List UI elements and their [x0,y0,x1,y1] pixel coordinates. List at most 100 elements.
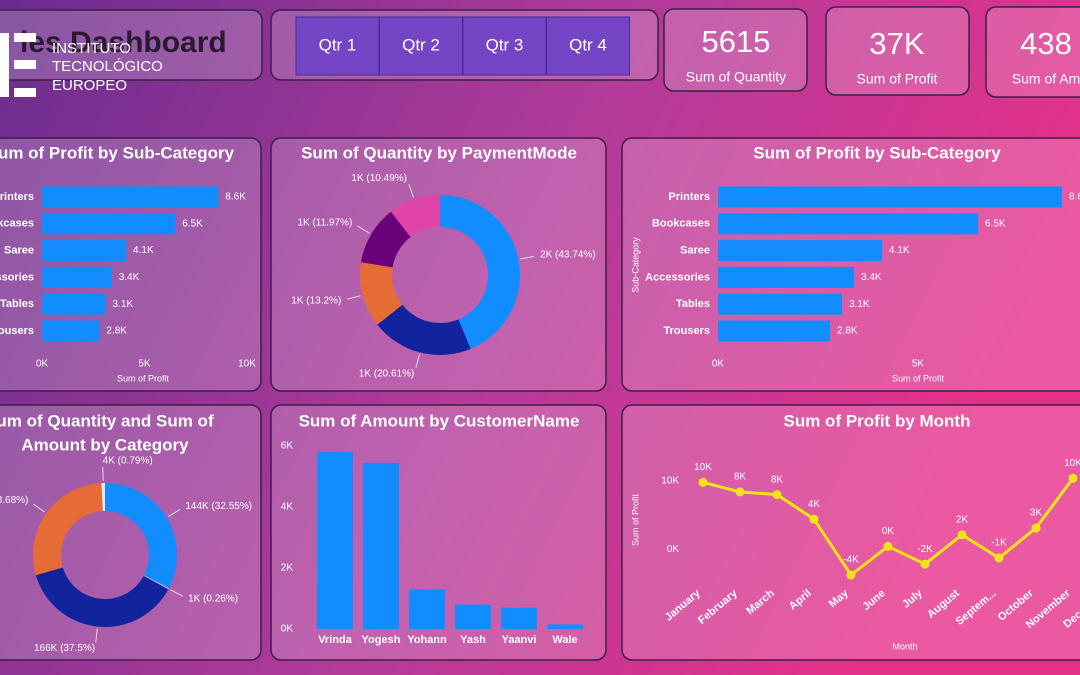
data-label: 1K (10.49%) [351,173,407,184]
y-tick-label: ookcases [0,218,34,230]
dashboard-title: les Dashboard [20,26,227,59]
x-tick-label: 0K [36,359,49,370]
donut-slice [391,195,440,238]
point [920,559,930,569]
y-tick-label: Trousers [664,325,710,337]
data-label: 4.1K [889,245,910,256]
kpi-value: 37K [869,26,924,61]
data-label: 3.1K [849,299,870,310]
data-label: 3.4K [119,272,140,283]
data-label: 1K (13.2%) [291,295,341,306]
point [698,477,708,487]
point [772,490,782,500]
leader-line [95,628,98,643]
slicer-label[interactable]: Qtr 4 [569,35,607,54]
logo-bar [14,88,36,97]
point [846,570,856,580]
panel [270,404,607,661]
donut-slice [440,195,521,349]
donut-slice [361,211,411,268]
bar [42,240,127,262]
x-axis-label: Sum of Profit [892,373,945,383]
bar [547,624,583,629]
y-tick-label: 0K [281,624,294,635]
data-label: 3.4K [861,272,882,283]
bar [718,320,830,342]
bar [42,293,106,315]
slicer-label[interactable]: Qtr 3 [486,35,524,54]
slicer-label[interactable]: Qtr 2 [402,35,440,54]
donut-slice [35,567,169,628]
leader-line [415,354,420,369]
x-tick-label: Yash [460,634,486,646]
kpi-label: Sum of Profit [857,71,938,87]
data-label: 10K [1064,458,1080,469]
x-tick-label: 5K [138,359,151,370]
donut-slice [101,483,105,512]
x-tick-label: Vrinda [318,634,353,646]
chart-title: um of Quantity and Sum of [0,411,214,430]
bar [317,452,353,629]
slicer-button[interactable] [546,16,630,76]
bar [718,186,1062,208]
x-tick-label: Yogesh [362,634,401,646]
y-tick-label: Printers [668,191,710,203]
slicer-label[interactable]: Qtr 1 [319,35,357,54]
chart-title: Amount by Category [21,435,189,454]
data-label: 4.1K [133,245,154,256]
data-label: -4K [843,555,859,566]
leader-line [32,503,45,513]
leader-line [520,255,535,260]
slicer-button[interactable] [379,16,463,76]
data-label: 166K (37.5%) [34,643,95,654]
slicer-button[interactable] [462,16,547,76]
chart-title: Sum of Amount by CustomerName [299,411,580,430]
y-tick-label: rousers [0,325,34,337]
point [957,530,967,540]
kpi-label: Sum of Quantity [686,69,786,85]
data-label: 8.6K [1069,192,1080,203]
x-tick-label: 0K [712,359,725,370]
data-label: 2K [956,514,969,525]
data-label: 8K [771,474,784,485]
data-label: 7K (28.68%) [0,495,28,506]
kpi-value: 438 [1020,26,1072,61]
panel [0,9,263,81]
donut-slice [143,575,169,590]
chart-title: Sum of Profit by Month [784,411,971,430]
leader-line [170,589,184,597]
chart-title: Sum of Profit by Sub-Category [753,143,1001,162]
bar [42,213,176,235]
panel [621,137,1080,392]
logo-bar [14,60,36,69]
y-tick-label: Tables [0,298,34,310]
y-tick-label: 10K [661,476,679,487]
data-label: 1K (0.26%) [188,594,238,605]
bar [718,213,978,235]
data-label: 2K (43.74%) [540,250,596,261]
bar [455,604,491,629]
x-tick-label: 5K [912,359,925,370]
bar [409,589,445,629]
chart-title: Sum of Quantity by PaymentMode [301,143,577,162]
data-label: 3.1K [113,299,134,310]
leader-line [408,184,414,198]
y-tick-label: 4K [281,502,294,513]
data-label: 6.5K [182,218,203,229]
data-label: 10K [694,462,712,473]
y-tick-label: Accessories [645,271,710,283]
data-label: 3K [1030,508,1043,519]
bar [718,266,854,288]
y-tick-label: 2K [281,563,294,574]
data-label: 1K (20.61%) [359,368,415,379]
data-label: -2K [917,544,933,555]
x-tick-label: 10K [238,359,256,370]
point [883,541,893,551]
slicer-button[interactable] [295,16,380,76]
y-tick-label: Saree [4,245,34,257]
x-axis-label: Month [892,641,917,651]
data-label: -1K [991,538,1007,549]
chart-title: um of Profit by Sub-Category [0,143,235,162]
data-label: 2.8K [106,326,127,337]
